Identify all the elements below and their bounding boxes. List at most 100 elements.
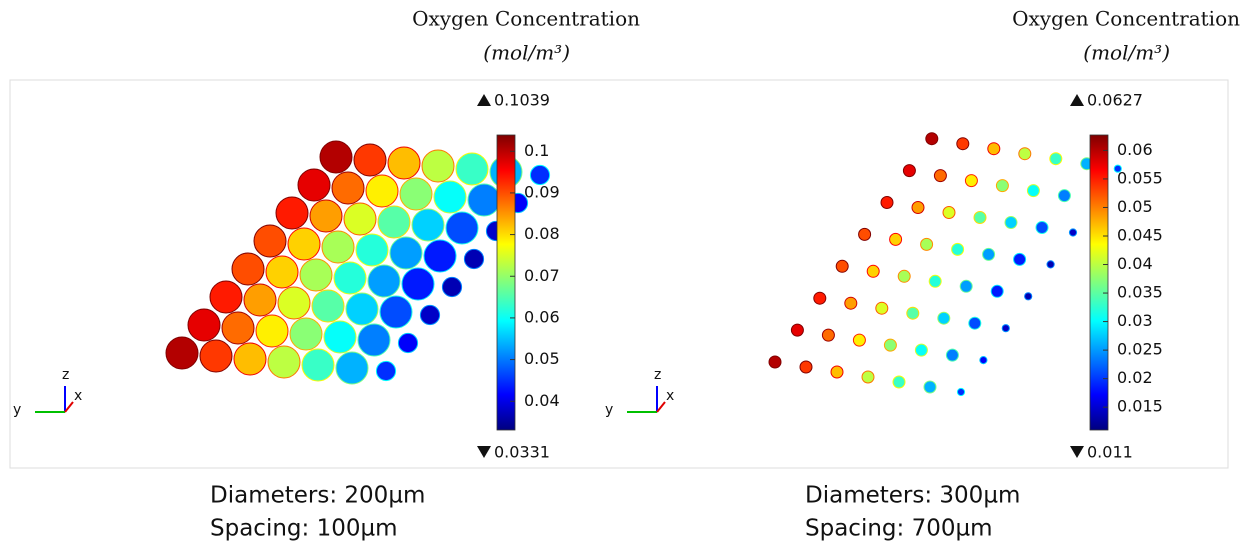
- sphere: [529, 164, 551, 186]
- sphere: [209, 280, 243, 314]
- caption-line: Diameters: 200µm: [210, 483, 425, 509]
- colorbar-tick-label: 0.08: [524, 224, 560, 243]
- sphere: [951, 242, 965, 256]
- sphere: [858, 227, 872, 241]
- sphere: [914, 343, 928, 357]
- sphere: [375, 360, 397, 382]
- colorbar-tick-label: 0.025: [1117, 340, 1163, 359]
- sphere: [463, 248, 485, 270]
- sphere: [937, 311, 951, 325]
- sphere: [277, 286, 311, 320]
- sphere: [1018, 147, 1032, 161]
- sphere: [835, 259, 849, 273]
- sphere: [421, 149, 455, 183]
- sphere: [187, 308, 221, 342]
- colorbar-unit: (mol/m³): [483, 41, 570, 65]
- sphere: [928, 274, 942, 288]
- sphere: [813, 291, 827, 305]
- sphere: [945, 348, 959, 362]
- sphere: [335, 351, 369, 385]
- sphere: [221, 311, 255, 345]
- sphere: [982, 247, 996, 261]
- sphere: [1013, 252, 1027, 266]
- sphere: [355, 233, 389, 267]
- sphere: [411, 208, 445, 242]
- sphere: [243, 283, 277, 317]
- sphere: [852, 333, 866, 347]
- sphere: [321, 230, 355, 264]
- colorbar-tick-label: 0.045: [1117, 225, 1163, 244]
- sphere: [861, 370, 875, 384]
- colorbar-tick-label: 0.035: [1117, 283, 1163, 302]
- sphere: [1024, 292, 1033, 301]
- sphere: [397, 332, 419, 354]
- sphere: [1035, 221, 1049, 234]
- sphere: [844, 296, 858, 310]
- sphere: [1113, 164, 1122, 173]
- sphere: [255, 314, 289, 348]
- sphere: [979, 356, 988, 365]
- colorbar-tick-label: 0.05: [1117, 197, 1153, 216]
- sphere: [956, 387, 966, 397]
- max-marker: [1070, 94, 1084, 106]
- sphere: [231, 252, 265, 286]
- colorbar-tick-label: 0.04: [1117, 254, 1153, 273]
- colorbar-tick-label: 0.055: [1117, 168, 1163, 187]
- sphere: [267, 345, 301, 379]
- sphere: [309, 199, 343, 233]
- sphere: [902, 164, 916, 178]
- sphere: [866, 264, 880, 278]
- sphere: [287, 227, 321, 261]
- sphere: [253, 224, 287, 258]
- sphere: [964, 174, 978, 188]
- sphere: [911, 201, 925, 214]
- sphere: [433, 180, 467, 214]
- colorbar-tick-label: 0.015: [1117, 397, 1163, 416]
- colorbar-tick-label: 0.04: [524, 391, 560, 410]
- sphere: [906, 306, 920, 320]
- sphere: [1057, 189, 1071, 203]
- sphere: [995, 179, 1009, 193]
- colorbar-tick-label: 0.05: [524, 349, 560, 368]
- sphere: [297, 168, 331, 202]
- sphere: [367, 264, 401, 298]
- sphere: [956, 137, 970, 151]
- sphere: [889, 232, 903, 246]
- sphere: [377, 205, 411, 239]
- sphere: [333, 261, 367, 295]
- colorbar-tick-label: 0.1: [524, 141, 549, 160]
- colorbar-max: 0.1039: [494, 91, 550, 110]
- sphere: [830, 365, 844, 379]
- caption-line: Spacing: 100µm: [210, 516, 398, 542]
- sphere: [275, 196, 309, 230]
- colorbar-tick-label: 0.03: [1117, 311, 1153, 330]
- sphere: [199, 339, 233, 373]
- sphere: [353, 143, 387, 177]
- sphere: [923, 380, 937, 394]
- axis-label-y: y: [13, 402, 21, 418]
- colorbar-title: Oxygen Concentration: [412, 7, 640, 31]
- sphere: [387, 146, 421, 180]
- sphere: [883, 338, 897, 352]
- sphere: [319, 140, 353, 174]
- sphere: [365, 174, 399, 208]
- sphere: [445, 211, 479, 245]
- axis-label-x: x: [74, 388, 82, 404]
- sphere: [441, 276, 463, 298]
- axis-x: [656, 401, 666, 413]
- sphere: [323, 320, 357, 354]
- sphere: [897, 269, 911, 283]
- axis-label-y: y: [605, 402, 613, 418]
- max-marker: [477, 94, 491, 106]
- sphere: [343, 202, 377, 236]
- sphere: [790, 323, 804, 337]
- sphere: [423, 239, 457, 273]
- sphere: [933, 169, 947, 183]
- sphere: [968, 316, 982, 330]
- sphere: [265, 255, 299, 289]
- sphere: [959, 279, 973, 293]
- colorbar-tick-label: 0.06: [1117, 140, 1153, 159]
- axis-x: [64, 401, 74, 413]
- colorbar-title: Oxygen Concentration: [1012, 7, 1240, 31]
- sphere: [357, 323, 391, 357]
